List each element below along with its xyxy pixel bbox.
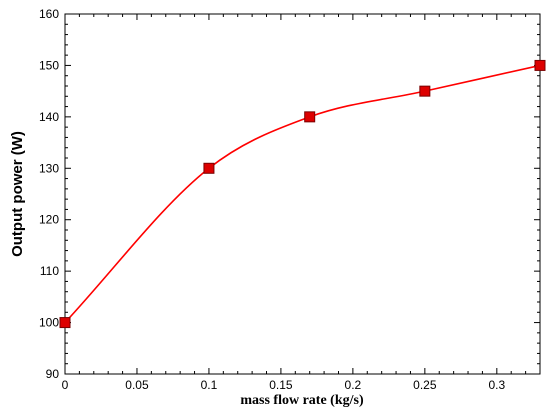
data-point-marker (203, 162, 215, 174)
data-point-marker (534, 59, 546, 71)
data-point-marker (59, 317, 71, 329)
y-tick-label: 100 (39, 316, 59, 330)
series-line (64, 64, 541, 324)
y-tick-label: 110 (40, 264, 59, 278)
data-point-marker (419, 85, 431, 97)
y-tick-label: 140 (39, 110, 59, 124)
x-tick-label: 0.1 (201, 378, 218, 392)
y-tick-label: 90 (46, 367, 60, 381)
y-axis-title: Output power (W) (9, 131, 26, 257)
x-tick-label: 0 (62, 378, 69, 392)
x-tick-label: 0.05 (125, 378, 149, 392)
plot-frame (64, 13, 541, 375)
data-point-marker (304, 111, 316, 123)
series-markers (59, 59, 546, 329)
x-tick-label: 0.3 (488, 378, 505, 392)
y-tick-label: 150 (39, 58, 59, 72)
x-tick-label: 0.2 (345, 378, 362, 392)
y-tick-label: 160 (39, 7, 59, 21)
y-axis-ticks: 90 100 110 120 130 140 150 160 (39, 7, 540, 381)
x-axis-title: mass flow rate (kg/s) (240, 393, 364, 408)
x-tick-label: 0.25 (413, 378, 437, 392)
x-tick-label: 0.15 (269, 378, 293, 392)
y-tick-label: 120 (39, 213, 59, 227)
x-axis-ticks: 0 0.05 0.1 0.15 0.2 0.25 0.3 (62, 14, 527, 392)
y-tick-label: 130 (39, 161, 59, 175)
